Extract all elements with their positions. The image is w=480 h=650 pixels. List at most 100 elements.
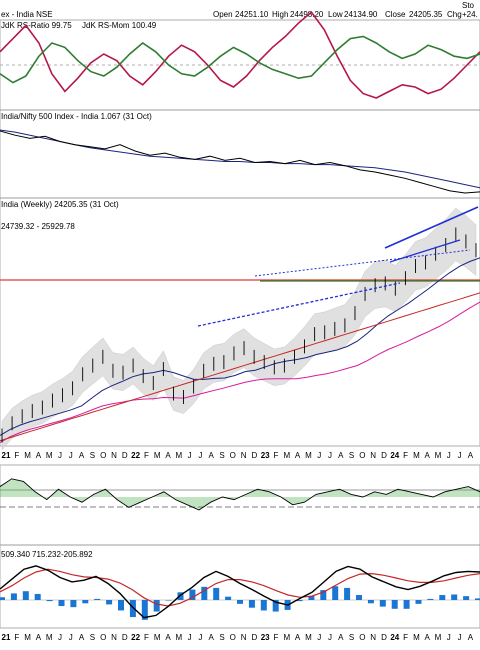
channel-top-line bbox=[384, 206, 479, 249]
x-axis-tick-label: 23 bbox=[261, 451, 270, 460]
macd-histogram-bar bbox=[344, 587, 351, 600]
x-axis-tick-label: F bbox=[14, 451, 19, 460]
rs-ratio-line bbox=[0, 11, 480, 99]
x-axis-tick-label: D bbox=[252, 451, 258, 460]
x-axis-tick-label-bottom: D bbox=[381, 633, 387, 642]
rs-ratio-label: JdK RS-Ratio 99.75 bbox=[1, 21, 72, 30]
macd-signal-line bbox=[0, 568, 480, 607]
x-axis-tick-label-bottom: M bbox=[24, 633, 31, 642]
x-axis-tick-label: M bbox=[175, 451, 182, 460]
x-axis-tick-label: J bbox=[188, 451, 192, 460]
relative-strength-label: India/Nifty 500 Index - India 1.067 (31 … bbox=[1, 112, 152, 121]
panel-frames bbox=[0, 19, 480, 629]
chg-value: +24. bbox=[462, 10, 478, 19]
low-label: Low bbox=[328, 10, 343, 19]
brand-fragment: Sto bbox=[462, 1, 475, 10]
x-axis-tick-label-bottom: D bbox=[122, 633, 128, 642]
macd-histogram-bar bbox=[213, 587, 220, 600]
x-axis-tick-label-bottom: 21 bbox=[2, 633, 11, 642]
x-axis-tick-label: 21 bbox=[2, 451, 11, 460]
x-axis-tick-label-bottom: A bbox=[36, 633, 42, 642]
x-axis-tick-label: J bbox=[58, 451, 62, 460]
macd-line bbox=[0, 565, 480, 619]
macd-histogram-bar bbox=[248, 600, 255, 608]
x-axis-tick-label: A bbox=[36, 451, 42, 460]
bollinger-label: 24739.32 - 25929.78 bbox=[1, 222, 75, 231]
macd-histogram-bar bbox=[356, 595, 362, 600]
macd-histogram-bar bbox=[0, 597, 5, 600]
x-axis-tick-label: N bbox=[241, 451, 247, 460]
x-axis-tick-label-bottom: A bbox=[425, 633, 431, 642]
x-axis-tick-label: A bbox=[468, 451, 474, 460]
channel-bottom-line bbox=[389, 239, 461, 263]
x-axis-tick-label: O bbox=[359, 451, 365, 460]
x-axis-tick-label: F bbox=[403, 451, 408, 460]
x-axis-tick-label: J bbox=[198, 451, 202, 460]
close-label: Close bbox=[385, 10, 406, 19]
macd-value-3: -205.892 bbox=[61, 550, 93, 559]
macd-histogram-bar bbox=[225, 596, 232, 600]
chg-label: Chg bbox=[447, 10, 462, 19]
macd-histogram-bar bbox=[308, 596, 315, 600]
x-axis-tick-label-bottom: M bbox=[154, 633, 161, 642]
x-axis-tick-label-bottom: O bbox=[100, 633, 106, 642]
macd-histogram-bar bbox=[165, 600, 172, 601]
macd-histogram-bar bbox=[367, 600, 374, 604]
price-panel-label: India (Weekly) 24205.35 (31 Oct) bbox=[1, 200, 119, 209]
x-axis-tick-label: J bbox=[458, 451, 462, 460]
macd-histogram-bar bbox=[189, 589, 196, 600]
x-axis-tick-label-bottom: 23 bbox=[261, 633, 270, 642]
x-axis-tick-label: F bbox=[274, 451, 279, 460]
macd-histogram-bar bbox=[272, 600, 279, 612]
macd-histogram-bar bbox=[58, 600, 65, 607]
x-axis-tick-label: O bbox=[230, 451, 236, 460]
x-axis-tick-label: 22 bbox=[131, 451, 140, 460]
macd-histogram-bar bbox=[10, 593, 17, 600]
x-axis-tick-label-bottom: A bbox=[295, 633, 301, 642]
macd-histogram-bar bbox=[439, 595, 446, 600]
ma-long-line bbox=[0, 292, 480, 442]
x-axis-tick-label-bottom: M bbox=[435, 633, 442, 642]
x-axis-tick-label-bottom: A bbox=[79, 633, 85, 642]
macd-histogram-bar bbox=[332, 586, 339, 600]
x-axis-tick-label-bottom: J bbox=[69, 633, 73, 642]
x-axis-tick-label: M bbox=[305, 451, 312, 460]
x-axis-tick-label: M bbox=[24, 451, 31, 460]
x-axis-tick-label: A bbox=[338, 451, 344, 460]
x-axis-tick-label: M bbox=[413, 451, 420, 460]
chart-marks bbox=[0, 11, 480, 620]
x-axis-tick-label: 24 bbox=[390, 451, 399, 460]
x-axis-tick-label-bottom: J bbox=[447, 633, 451, 642]
x-axis-tick-label: J bbox=[69, 451, 73, 460]
x-axis-tick-label-bottom: M bbox=[413, 633, 420, 642]
rs-ratio-path bbox=[0, 130, 480, 194]
x-axis-tick-label-bottom: M bbox=[46, 633, 53, 642]
macd-histogram-bar bbox=[379, 600, 386, 607]
x-axis-tick-label: N bbox=[111, 451, 117, 460]
x-axis-tick-label-bottom: J bbox=[328, 633, 332, 642]
bollinger-band bbox=[1, 207, 477, 451]
open-value: 24251.10 bbox=[235, 10, 269, 19]
x-axis-tick-label-bottom: M bbox=[175, 633, 182, 642]
rs-mom-line bbox=[0, 35, 480, 84]
x-axis-tick-label: A bbox=[209, 451, 215, 460]
x-axis-tick-label: D bbox=[122, 451, 128, 460]
x-axis-tick-label-bottom: J bbox=[188, 633, 192, 642]
x-axis-tick-label: M bbox=[154, 451, 161, 460]
x-axis-tick-label: N bbox=[370, 451, 376, 460]
macd-histogram-bar bbox=[391, 600, 398, 609]
lower-trendline bbox=[197, 282, 401, 327]
x-axis-tick-label: J bbox=[317, 451, 321, 460]
macd-histogram-bar bbox=[34, 593, 41, 600]
macd-histogram-bar bbox=[141, 600, 148, 620]
x-axis-tick-label-bottom: F bbox=[144, 633, 149, 642]
x-axis-tick-label-bottom: A bbox=[209, 633, 215, 642]
macd-histogram-bar bbox=[129, 600, 136, 618]
x-axis-tick-label: F bbox=[144, 451, 149, 460]
x-axis-tick-label-bottom: D bbox=[252, 633, 258, 642]
x-axis-tick-label: D bbox=[381, 451, 387, 460]
macd-histogram-bar bbox=[415, 600, 422, 604]
rs-mom-label: JdK RS-Mom 100.49 bbox=[82, 21, 157, 30]
x-axis-tick-label-bottom: S bbox=[219, 633, 224, 642]
